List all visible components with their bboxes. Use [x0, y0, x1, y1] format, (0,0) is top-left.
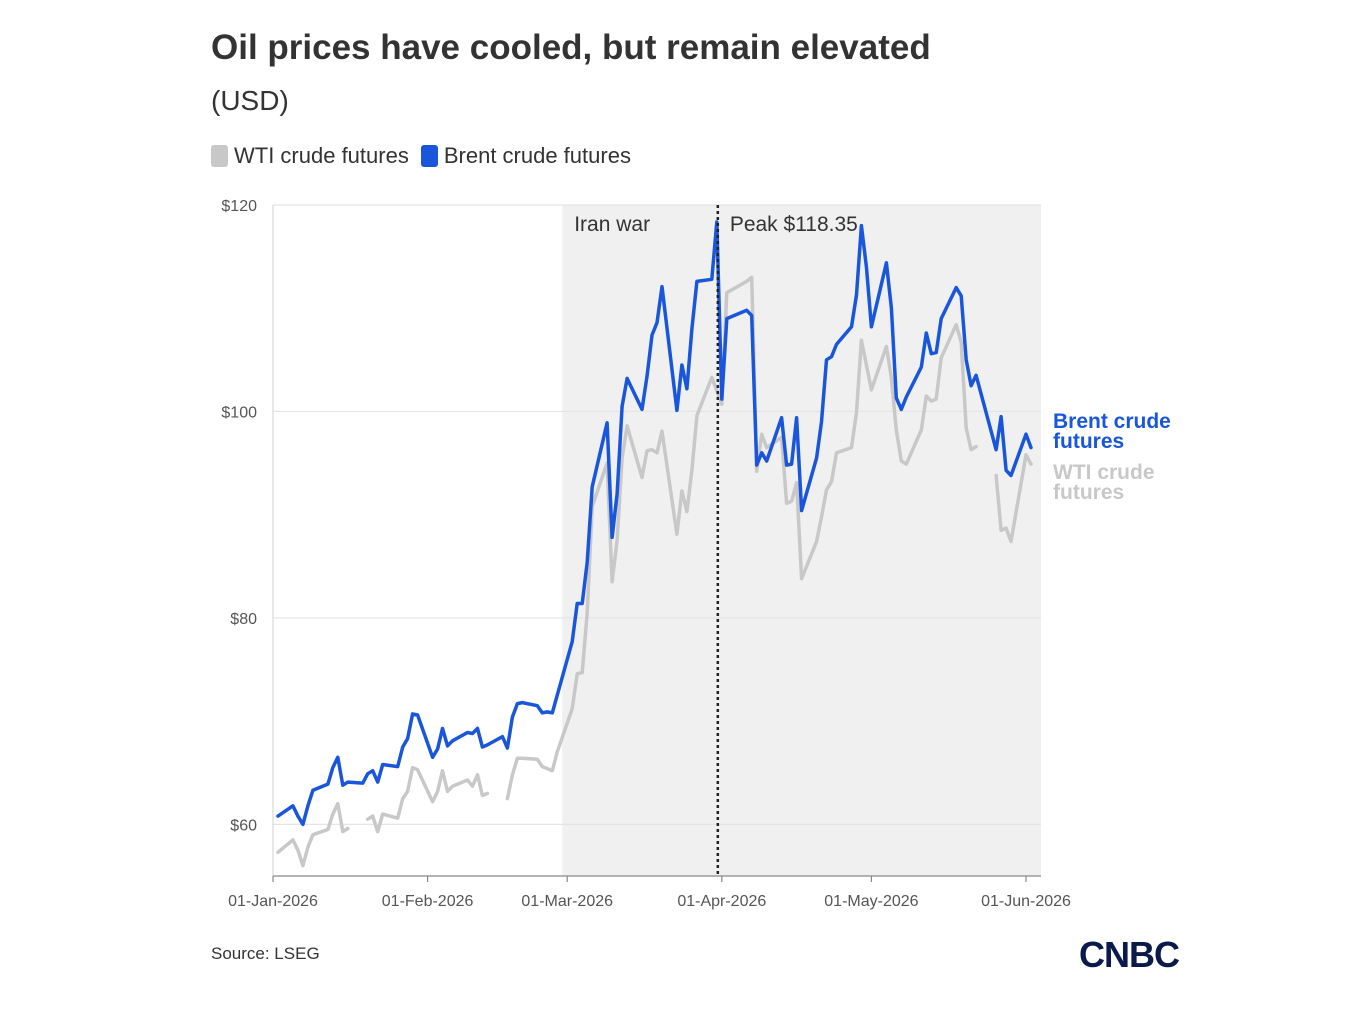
wti-series-line [994, 453, 1033, 544]
wti-end-label: futures [1053, 481, 1124, 504]
x-tick-label: 01-Mar-2026 [521, 893, 613, 910]
source-note: Source: LSEG [211, 944, 320, 963]
legend-item-brent: Brent crude futures [420, 143, 631, 169]
chart-subtitle: (USD) [211, 85, 289, 116]
brent-end-label: futures [1053, 430, 1124, 453]
wti-series-line [365, 765, 490, 834]
wti-series-line [505, 275, 978, 801]
x-tick-label: 01-Jan-2026 [228, 893, 318, 910]
brent-series-line [276, 220, 1033, 827]
chart-title: Oil prices have cooled, but remain eleva… [211, 28, 931, 67]
legend-swatch-wti [211, 145, 228, 167]
y-tick-label: $100 [221, 404, 257, 421]
legend: WTI crude futures Brent crude futures [211, 143, 643, 169]
peak-annotation: Peak $118.35 [730, 213, 858, 236]
svg-text:CNBC: CNBC [1079, 936, 1180, 972]
x-tick-label: 01-Apr-2026 [677, 893, 766, 910]
shaded-region-label: Iran war [574, 213, 650, 236]
shaded-region-iran-war [562, 205, 1041, 876]
legend-item-wti: WTI crude futures [211, 143, 409, 169]
brent-end-label: Brent crude [1053, 410, 1171, 433]
legend-swatch-brent [420, 145, 438, 167]
x-tick-label: 01-Jun-2026 [981, 893, 1071, 910]
legend-label-brent: Brent crude futures [443, 143, 631, 168]
x-tick-label: 01-May-2026 [824, 893, 918, 910]
x-tick-label: 01-Feb-2026 [382, 893, 474, 910]
y-tick-label: $60 [230, 817, 257, 834]
cnbc-logo: CNBC [1079, 936, 1181, 972]
wti-end-label: WTI crude [1053, 461, 1155, 484]
wti-series-line [276, 801, 350, 868]
y-tick-label: $120 [221, 198, 257, 215]
y-tick-label: $80 [230, 611, 257, 628]
legend-label-wti: WTI crude futures [234, 143, 409, 168]
